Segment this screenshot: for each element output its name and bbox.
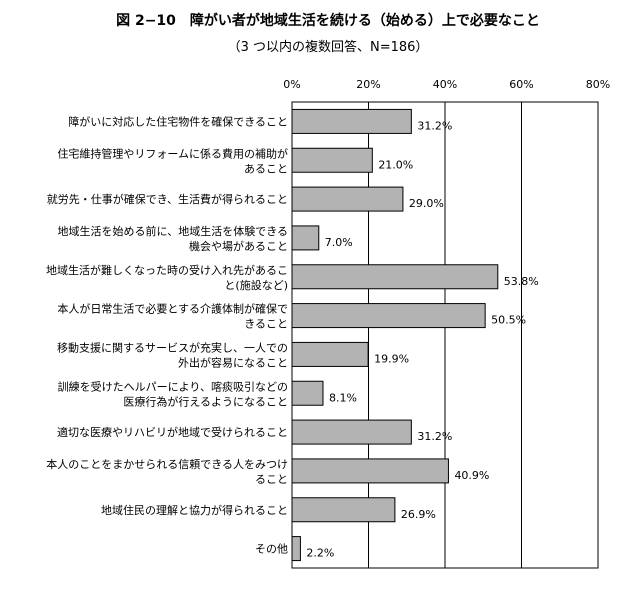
category-label: 訓練を受けたヘルパーにより、喀痰吸引などの: [58, 379, 288, 393]
x-tick-label: 80%: [586, 78, 610, 91]
value-label: 21.0%: [378, 158, 413, 171]
value-label: 31.2%: [417, 119, 452, 132]
category-label: 移動支援に関するサービスが充実し、一人での: [57, 340, 288, 354]
chart-subtitle: （3 つ以内の複数回答、N=186）: [227, 40, 429, 55]
category-label: きること: [244, 318, 288, 331]
x-tick-label: 40%: [433, 78, 457, 91]
category-label: 本人が日常生活で必要とする介護体制が確保で: [57, 302, 288, 316]
value-label: 8.1%: [329, 391, 357, 404]
bar: [291, 108, 412, 134]
category-label: 就労先・仕事が確保でき、生活費が得られること: [47, 192, 288, 206]
bar: [291, 186, 404, 212]
category-label: 住宅維持管理やリフォームに係る費用の補助が: [57, 146, 288, 160]
value-label: 50.5%: [491, 314, 526, 327]
value-label: 53.8%: [504, 275, 539, 288]
category-label: 障がいに対応した住宅物件を確保できること: [68, 114, 288, 128]
value-label: 26.9%: [401, 508, 436, 521]
bar: [291, 147, 373, 173]
bar: [291, 458, 449, 484]
x-tick-label: 0%: [283, 78, 300, 91]
bar: [291, 536, 301, 562]
value-label: 31.2%: [417, 430, 452, 443]
value-label: 29.0%: [409, 197, 444, 210]
category-label: 医療行為が行えるようになること: [123, 394, 288, 408]
value-label: 7.0%: [325, 236, 353, 249]
category-label: 地域住民の理解と協力が得られること: [101, 503, 288, 517]
chart-title: 図 2−10 障がい者が地域生活を続ける（始める）上で必要なこと: [116, 13, 540, 29]
bar: [291, 303, 486, 329]
x-tick-label: 20%: [356, 78, 380, 91]
bar: [291, 264, 499, 290]
category-label: 本人のことをまかせられる信頼できる人をみつけ: [46, 457, 288, 471]
x-tick-label: 60%: [509, 78, 533, 91]
category-label: 地域生活を始める前に、地域生活を体験できる: [58, 224, 288, 238]
category-label: 外出が容易になること: [178, 355, 288, 369]
bar: [291, 341, 369, 367]
category-label: 地域生活が難しくなった時の受け入れ先があるこ: [46, 263, 288, 277]
value-label: 40.9%: [454, 469, 489, 482]
bar: [291, 419, 412, 445]
bar: [291, 497, 396, 523]
value-label: 2.2%: [306, 547, 334, 560]
category-label: その他: [255, 543, 288, 556]
value-label: 19.9%: [374, 352, 409, 365]
bar: [291, 380, 324, 406]
category-label: あること: [244, 162, 288, 175]
category-label: 適切な医療やリハビリが地域で受けられること: [57, 425, 288, 439]
category-label: 機会や場があること: [189, 239, 288, 253]
category-label: ること: [255, 473, 288, 486]
bar: [291, 225, 320, 251]
category-label: と(施設など): [224, 278, 288, 292]
